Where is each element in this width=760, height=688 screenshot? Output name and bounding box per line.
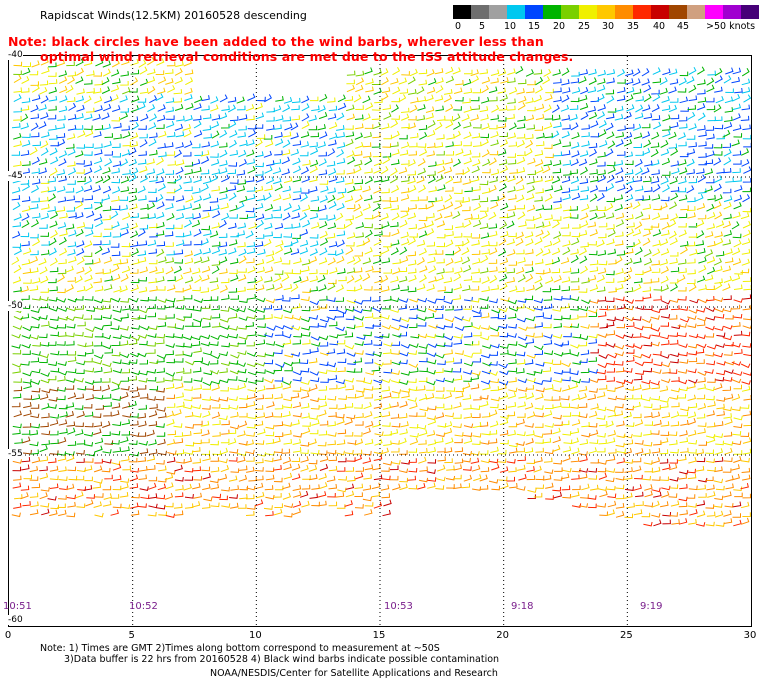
wind-speed-legend (453, 5, 759, 19)
time-label: 10:52 (129, 601, 158, 612)
legend-swatch (633, 5, 651, 19)
legend-swatch (525, 5, 543, 19)
lon-label: 5 (128, 630, 135, 641)
lon-label: 30 (743, 630, 757, 641)
lat-label: -55 (8, 449, 23, 459)
plot-title: Rapidscat Winds(12.5KM) 20160528 descend… (40, 9, 307, 22)
wind-barbs (11, 57, 751, 527)
legend-label: >50 knots (706, 21, 756, 32)
wind-barb-map (9, 56, 751, 626)
lon-label: 20 (496, 630, 510, 641)
legend-swatch (669, 5, 687, 19)
legend-label: 20 (553, 21, 566, 32)
lon-label: 0 (4, 630, 12, 641)
lat-label: -40 (8, 50, 23, 60)
legend-label: 0 (455, 21, 462, 32)
legend-label: 5 (479, 21, 486, 32)
legend-swatch (471, 5, 489, 19)
time-label: 10:53 (384, 601, 413, 612)
lat-label: -45 (8, 171, 23, 181)
footer-note-1: Note: 1) Times are GMT 2)Times along bot… (40, 643, 440, 654)
legend-swatch (741, 5, 759, 19)
legend-swatch (489, 5, 507, 19)
plot-area (8, 55, 752, 627)
contamination-note-line2: optimal wind retrieval conditions are me… (40, 49, 574, 64)
legend-swatch (723, 5, 741, 19)
contamination-note-line1: Note: black circles have been added to t… (8, 34, 544, 49)
time-label: 9:19 (640, 601, 663, 612)
lat-label: -60 (8, 615, 23, 625)
time-label: 9:18 (511, 601, 534, 612)
lon-label: 10 (248, 630, 262, 641)
footer-note-2: 3)Data buffer is 22 hrs from 20160528 4)… (64, 654, 500, 665)
legend-label: 25 (578, 21, 591, 32)
legend-swatch (453, 5, 471, 19)
legend-swatch (561, 5, 579, 19)
legend-swatch (651, 5, 669, 19)
legend-label: 15 (528, 21, 541, 32)
lon-label: 25 (619, 630, 633, 641)
legend-swatch (543, 5, 561, 19)
legend-swatch (597, 5, 615, 19)
legend-label: 10 (504, 21, 517, 32)
legend-label: 45 (677, 21, 690, 32)
legend-swatch (687, 5, 705, 19)
legend-swatch (507, 5, 525, 19)
legend-swatch (615, 5, 633, 19)
legend-label: 35 (627, 21, 640, 32)
legend-label: 30 (602, 21, 615, 32)
legend-swatch (579, 5, 597, 19)
legend-labels: 0 5 10 15 20 25 30 35 40 45 >50 knots (453, 21, 760, 33)
time-label: 10:51 (3, 601, 32, 612)
legend-label: 40 (653, 21, 666, 32)
lat-label: -50 (8, 301, 23, 311)
lat-lon-grid (9, 56, 751, 626)
legend-swatch (705, 5, 723, 19)
footer-credit: NOAA/NESDIS/Center for Satellite Applica… (210, 668, 498, 679)
lon-label: 15 (372, 630, 386, 641)
